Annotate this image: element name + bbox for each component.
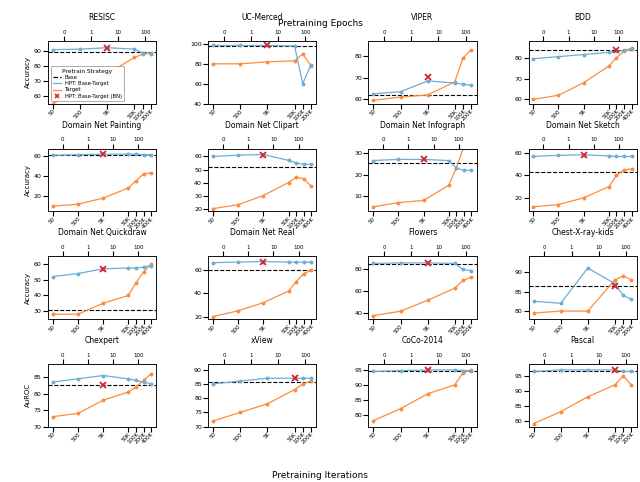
Title: Pascal: Pascal (571, 336, 595, 345)
Title: Domain Net Infograph: Domain Net Infograph (380, 120, 465, 130)
Title: Chexpert: Chexpert (84, 336, 120, 345)
Title: CoCo-2014: CoCo-2014 (401, 336, 444, 345)
Legend: Base, HPT: Base-Target, Target, HPT: Base-Target (BN): Base, HPT: Base-Target, Target, HPT: Bas… (51, 67, 124, 101)
Title: Domain Net Clipart: Domain Net Clipart (225, 120, 299, 130)
Title: VIPER: VIPER (412, 13, 434, 22)
Text: Pretraining Iterations: Pretraining Iterations (272, 470, 368, 480)
Y-axis label: Accuracy: Accuracy (25, 56, 31, 88)
Title: RESISC: RESISC (88, 13, 116, 22)
Title: Flowers: Flowers (408, 228, 437, 237)
Text: Pretraining Epochs: Pretraining Epochs (278, 19, 362, 28)
Title: xView: xView (251, 336, 274, 345)
Title: Domain Net Quickdraw: Domain Net Quickdraw (58, 228, 147, 237)
Title: Domain Net Painting: Domain Net Painting (63, 120, 141, 130)
Title: Chest-X-ray-kids: Chest-X-ray-kids (552, 228, 614, 237)
Y-axis label: AuROC: AuROC (25, 383, 31, 407)
Title: Domain Net Sketch: Domain Net Sketch (546, 120, 620, 130)
Y-axis label: Accuracy: Accuracy (25, 271, 31, 304)
Title: Domain Net Real: Domain Net Real (230, 228, 294, 237)
Y-axis label: Accuracy: Accuracy (25, 164, 31, 196)
Title: UC-Merced: UC-Merced (241, 13, 283, 22)
Title: BDD: BDD (574, 13, 591, 22)
